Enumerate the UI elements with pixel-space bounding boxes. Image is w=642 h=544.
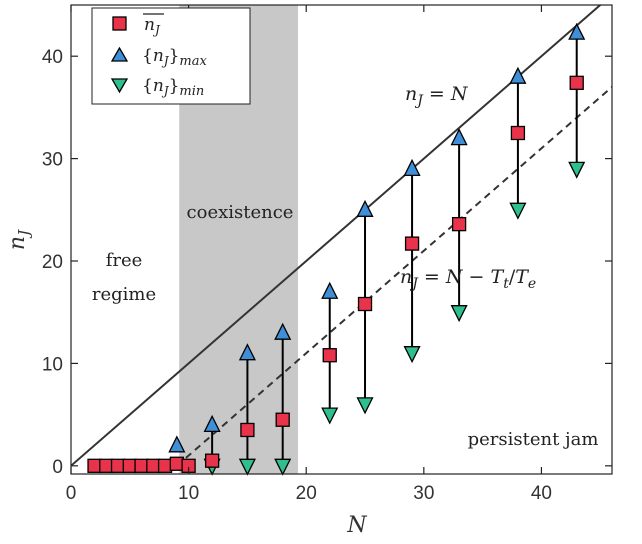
min-marker: [321, 407, 339, 425]
max-marker: [450, 128, 468, 146]
y-tick-label: 30: [42, 150, 63, 171]
x-tick-label: 10: [178, 483, 199, 504]
mean-marker: [240, 422, 255, 438]
mean-marker: [322, 348, 337, 363]
mean-marker: [134, 458, 149, 473]
max-marker: [403, 158, 421, 176]
min-marker: [403, 346, 421, 364]
mean-marker: [404, 236, 420, 251]
line-nj-equals-n-minus-ratio-label: nJ = N − Tt/Te: [400, 266, 536, 292]
axes-layer: 0 10 20 30 40 0 10 20 30 40: [42, 4, 613, 504]
max-marker: [568, 22, 586, 40]
legend: nJ {nJ}max {nJ}min: [91, 7, 251, 105]
plot-frame: [70, 4, 613, 475]
mean-marker: [99, 458, 114, 473]
free-regime-label-line1: free: [106, 250, 143, 271]
legend-min-marker: [110, 78, 129, 94]
mean-marker: [146, 458, 161, 473]
y-tick-label: 0: [52, 457, 63, 478]
mean-marker: [157, 458, 173, 473]
reference-line-nj-equals-n-minus-ratio: [176, 86, 612, 467]
legend-mean-marker: [112, 16, 127, 31]
max-marker: [356, 199, 374, 217]
markers-layer: [87, 22, 586, 476]
mean-marker: [122, 458, 137, 473]
x-tick-label: 0: [66, 483, 77, 504]
max-marker: [509, 66, 527, 84]
reference-lines-layer: [71, 5, 612, 467]
line-nj-equals-n-label: nJ = N: [405, 83, 469, 109]
min-marker: [356, 397, 374, 415]
mean-marker: [204, 453, 220, 468]
free-regime-label-line2: regime: [92, 284, 156, 305]
min-marker: [274, 458, 292, 476]
min-marker: [509, 202, 527, 220]
x-tick-label: 20: [296, 483, 317, 504]
mean-marker: [275, 412, 290, 427]
persistent-jam-label: persistent jam: [468, 429, 599, 450]
min-marker: [568, 161, 586, 179]
coexistence-label: coexistence: [187, 202, 294, 223]
mean-marker: [451, 216, 467, 232]
x-axis-title: N: [346, 513, 367, 538]
max-marker: [238, 343, 256, 361]
x-tick-label: 40: [531, 483, 552, 504]
x-tick-label: 30: [413, 483, 434, 504]
mean-marker: [510, 125, 526, 141]
max-marker: [274, 322, 292, 340]
min-marker: [450, 305, 468, 323]
mean-marker: [87, 458, 102, 473]
legend-max-marker: [110, 46, 129, 62]
mean-marker: [110, 458, 126, 473]
mean-marker: [569, 75, 584, 90]
y-axis-title: nJ: [5, 229, 33, 250]
mean-marker: [357, 296, 373, 312]
y-tick-label: 40: [42, 47, 63, 68]
mean-marker: [169, 456, 184, 471]
min-marker: [238, 458, 256, 476]
reference-line-nj-equals-n: [71, 5, 602, 467]
y-tick-label: 10: [42, 354, 63, 375]
max-marker: [203, 414, 221, 432]
max-marker: [168, 435, 186, 453]
y-tick-label: 20: [42, 252, 63, 273]
max-marker: [321, 281, 339, 299]
